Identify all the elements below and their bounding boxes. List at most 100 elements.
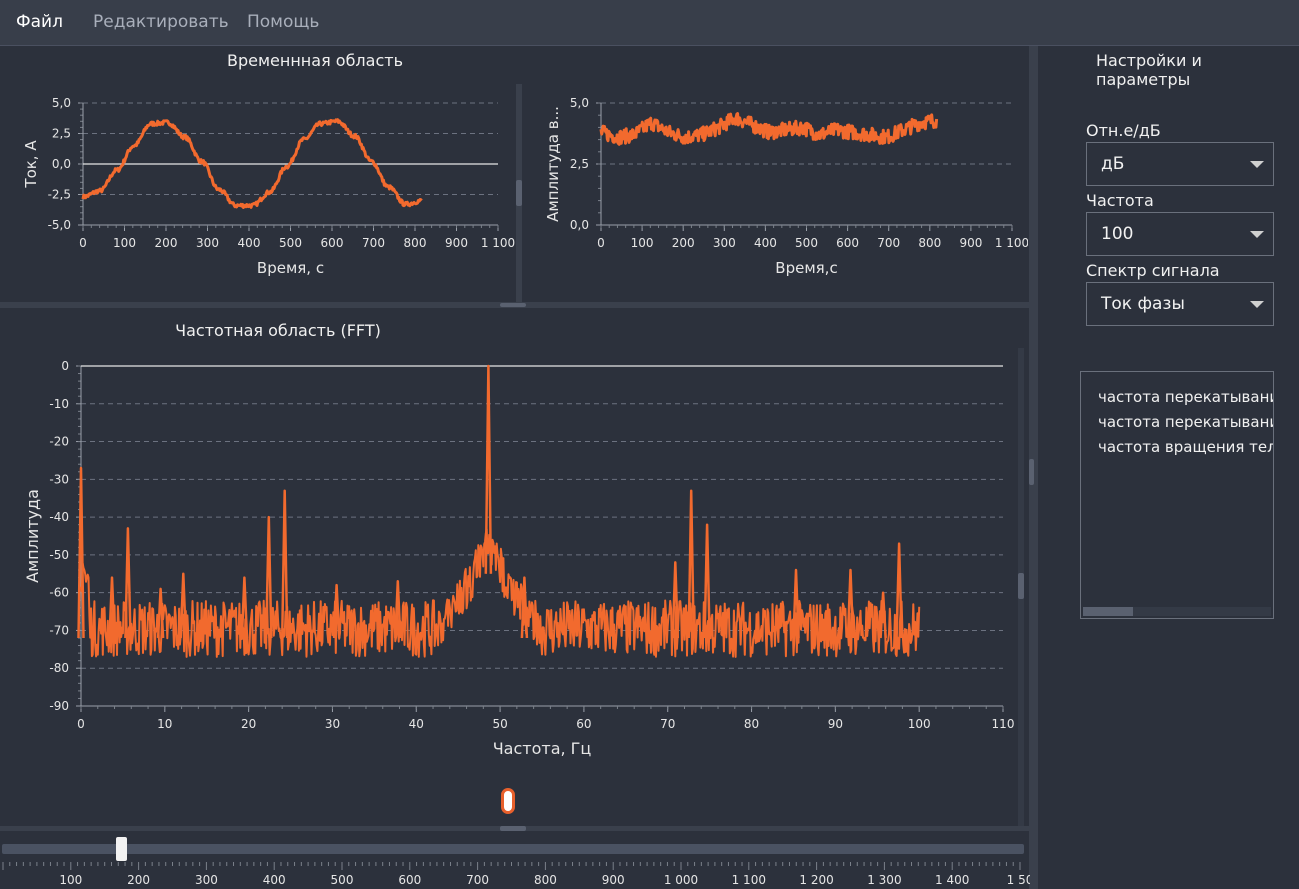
current-series-line bbox=[81, 118, 423, 209]
spectrum-scrollbar[interactable] bbox=[1018, 348, 1024, 826]
y-tick-label: -90 bbox=[49, 699, 69, 713]
list-item[interactable]: частота вращения тел bbox=[1098, 438, 1274, 456]
chevron-down-icon bbox=[1250, 161, 1264, 168]
ruler-label: 300 bbox=[195, 873, 218, 887]
units-combo[interactable]: дБ bbox=[1086, 142, 1274, 186]
spectrum-peak bbox=[280, 489, 289, 639]
x-tick-label: 400 bbox=[238, 236, 261, 250]
spectrum-peak bbox=[879, 591, 887, 639]
bottom-splitter-handle[interactable] bbox=[500, 826, 526, 831]
x-tick-label: 300 bbox=[713, 236, 736, 250]
y-tick-label: 0 bbox=[61, 359, 69, 373]
menu-edit[interactable]: Редактировать bbox=[93, 12, 229, 32]
frequency-combo-value: 100 bbox=[1101, 224, 1134, 244]
ruler-label: 800 bbox=[534, 873, 557, 887]
spectrum-label: Спектр сигнала bbox=[1086, 261, 1220, 280]
ruler-label: 1 300 bbox=[867, 873, 901, 887]
units-label: Отн.е/дБ bbox=[1086, 121, 1161, 140]
ruler-label: 700 bbox=[466, 873, 489, 887]
x-tick-label: 400 bbox=[754, 236, 777, 250]
y-tick-label: 2,5 bbox=[570, 157, 589, 171]
x-tick-label: 0 bbox=[597, 236, 605, 250]
spectrum-peak bbox=[77, 466, 85, 639]
y-tick-label: -10 bbox=[49, 397, 69, 411]
x-tick-label: 500 bbox=[795, 236, 818, 250]
x-tick-label: 1 100 bbox=[481, 236, 515, 250]
spectrum-peak bbox=[124, 527, 132, 639]
top-charts-splitter-handle[interactable] bbox=[516, 180, 522, 206]
menu-bar: Файл Редактировать Помощь bbox=[0, 0, 1299, 46]
x-tick-label: 70 bbox=[660, 717, 675, 731]
position-marker-handle[interactable] bbox=[501, 788, 515, 814]
menu-help[interactable]: Помощь bbox=[247, 12, 320, 32]
top-charts-splitter[interactable] bbox=[516, 84, 522, 302]
bottom-ruler: 100 200 300 400 500 600 700 800 900 1 000 1 100 1 2… bbox=[2, 862, 1030, 887]
bottom-splitter[interactable] bbox=[0, 826, 1030, 831]
frequency-list[interactable]: частота перекатывания частота перекатыва… bbox=[1080, 371, 1274, 619]
x-tick-label: 60 bbox=[576, 717, 591, 731]
list-item[interactable]: частота перекатывания bbox=[1098, 388, 1274, 406]
x-tick-label: 50 bbox=[492, 717, 507, 731]
spectrum-combo-value: Ток фазы bbox=[1101, 294, 1185, 314]
x-tick-label: 0 bbox=[77, 717, 85, 731]
x-tick-label: 30 bbox=[325, 717, 340, 731]
spectrum-peak bbox=[394, 580, 402, 639]
y-tick-label: 5,0 bbox=[52, 96, 71, 110]
x-tick-label: 100 bbox=[908, 717, 931, 731]
horizontal-splitter[interactable] bbox=[0, 302, 1030, 308]
x-tick-label: 900 bbox=[445, 236, 468, 250]
time-range-slider-track[interactable] bbox=[2, 844, 1024, 854]
x-tick-label: 40 bbox=[409, 717, 424, 731]
spectrum-peak bbox=[264, 515, 273, 639]
x-tick-label: 500 bbox=[279, 236, 302, 250]
spectrum-peak bbox=[520, 576, 529, 639]
y-axis-label: Амплитуда bbox=[23, 489, 42, 583]
x-tick-label: 700 bbox=[362, 236, 385, 250]
y-tick-label: 0,0 bbox=[570, 218, 589, 232]
y-tick-label: -60 bbox=[49, 586, 69, 600]
menu-file[interactable]: Файл bbox=[16, 12, 63, 32]
y-tick-label: 5,0 bbox=[570, 96, 589, 110]
spectrum-combo[interactable]: Ток фазы bbox=[1086, 282, 1274, 326]
frequency-combo[interactable]: 100 bbox=[1086, 212, 1274, 256]
y-tick-label: -70 bbox=[49, 623, 69, 637]
x-tick-label: 600 bbox=[321, 236, 344, 250]
spectrum-peak bbox=[671, 561, 680, 639]
x-axis-label: Время, с bbox=[257, 259, 324, 277]
spectrum-peak bbox=[792, 568, 800, 639]
settings-panel: Настройки и параметры Отн.е/дБ дБ Частот… bbox=[1036, 46, 1299, 889]
x-tick-label: 90 bbox=[828, 717, 843, 731]
x-axis-label: Частота, Гц bbox=[493, 739, 592, 758]
y-axis-label: Амплитуда в... bbox=[544, 106, 562, 222]
spectrum-peak bbox=[332, 583, 341, 639]
time-range-slider-thumb[interactable] bbox=[116, 837, 127, 861]
spectrum-scrollbar-thumb[interactable] bbox=[1018, 573, 1024, 599]
y-tick-label: -40 bbox=[49, 510, 69, 524]
x-tick-label: 700 bbox=[877, 236, 900, 250]
ruler-label: 1 400 bbox=[935, 873, 969, 887]
list-scrollbar-thumb[interactable] bbox=[1083, 607, 1133, 616]
spectrum-peak bbox=[108, 576, 116, 639]
list-item[interactable]: частота перекатывания bbox=[1098, 413, 1274, 431]
x-tick-label: 200 bbox=[672, 236, 695, 250]
ruler-label: 200 bbox=[127, 873, 150, 887]
chevron-down-icon bbox=[1250, 231, 1264, 238]
chevron-down-icon bbox=[1250, 301, 1264, 308]
y-tick-label: -20 bbox=[49, 435, 69, 449]
units-combo-value: дБ bbox=[1101, 154, 1125, 174]
list-horizontal-scrollbar[interactable] bbox=[1083, 607, 1271, 616]
spectrum-peak bbox=[240, 576, 249, 639]
splitter-handle[interactable] bbox=[500, 303, 526, 307]
vertical-splitter-handle[interactable] bbox=[1029, 459, 1034, 485]
vertical-splitter[interactable] bbox=[1029, 46, 1036, 889]
amplitude-chart: 5,0 2,5 0,0 0 100 200 300 400 500 600 700 800 900 1 1… bbox=[544, 96, 1028, 277]
x-tick-label: 800 bbox=[918, 236, 941, 250]
x-tick-label: 20 bbox=[241, 717, 256, 731]
x-tick-label: 100 bbox=[113, 236, 136, 250]
x-tick-label: 200 bbox=[155, 236, 178, 250]
spectrum-peak bbox=[687, 489, 695, 639]
y-tick-label: -80 bbox=[49, 661, 69, 675]
x-tick-label: 110 bbox=[992, 717, 1015, 731]
spectrum-peak bbox=[846, 568, 855, 639]
time-domain-title: Временнная область bbox=[226, 51, 404, 70]
